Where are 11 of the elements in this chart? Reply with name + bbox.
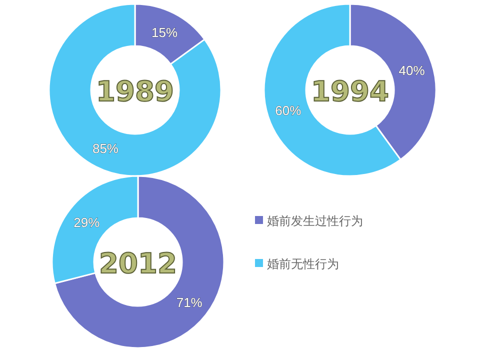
data-label: 15%: [151, 25, 178, 40]
text: 1994: [311, 75, 389, 108]
data-label: 29%: [74, 215, 100, 230]
data-label: 71%: [176, 294, 203, 310]
data-label: 40%: [398, 62, 426, 78]
legend-label: 婚前无性行为: [267, 257, 339, 271]
text: 1989: [96, 75, 174, 108]
data-label: 60%: [275, 103, 302, 118]
data-label: 85%: [92, 140, 119, 156]
legend-label: 婚前发生过性行为: [267, 214, 363, 228]
text: 2012: [99, 247, 177, 280]
